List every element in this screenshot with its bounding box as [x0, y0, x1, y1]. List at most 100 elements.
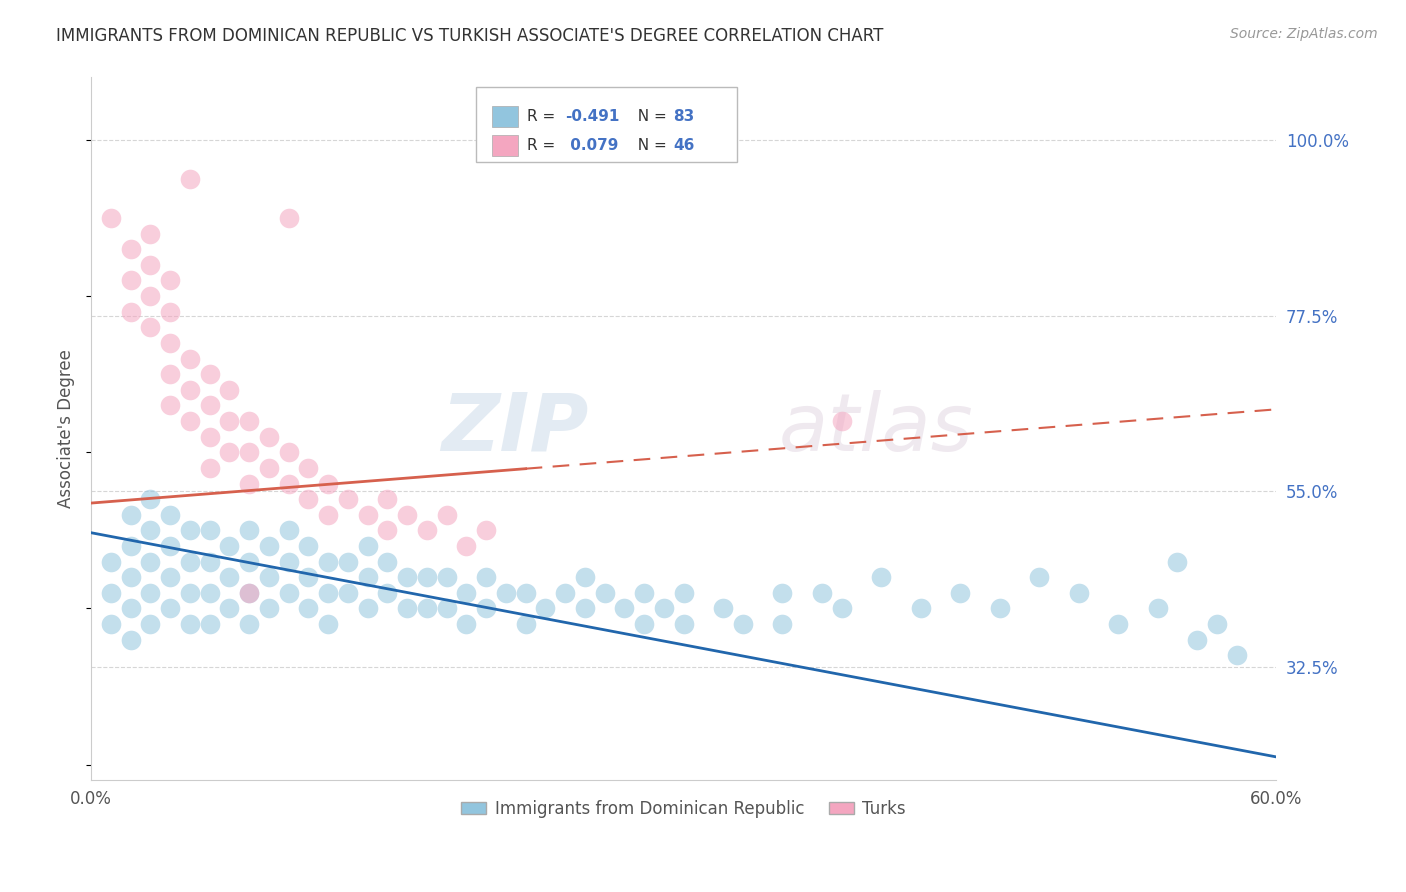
Point: [238, 445, 260, 459]
Point: [139, 289, 162, 303]
Point: [159, 399, 181, 413]
Point: [139, 320, 162, 334]
Point: [277, 445, 299, 459]
Point: [297, 461, 319, 475]
Point: [731, 617, 754, 632]
Point: [198, 555, 221, 569]
Point: [316, 555, 339, 569]
Text: IMMIGRANTS FROM DOMINICAN REPUBLIC VS TURKISH ASSOCIATE'S DEGREE CORRELATION CHA: IMMIGRANTS FROM DOMINICAN REPUBLIC VS TU…: [56, 27, 883, 45]
Text: ZIP: ZIP: [441, 390, 589, 468]
Point: [1205, 617, 1227, 632]
Point: [831, 601, 853, 615]
Point: [297, 601, 319, 615]
Point: [336, 492, 359, 507]
Point: [396, 508, 419, 522]
Text: 83: 83: [673, 109, 695, 124]
Point: [988, 601, 1011, 615]
Point: [416, 601, 439, 615]
Point: [159, 335, 181, 350]
Point: [910, 601, 932, 615]
Point: [198, 617, 221, 632]
Point: [456, 617, 478, 632]
Y-axis label: Associate's Degree: Associate's Degree: [58, 350, 75, 508]
Point: [179, 617, 201, 632]
FancyBboxPatch shape: [492, 105, 517, 127]
Point: [139, 492, 162, 507]
Point: [179, 414, 201, 428]
Point: [1146, 601, 1168, 615]
Point: [238, 524, 260, 538]
Point: [770, 617, 793, 632]
Point: [139, 617, 162, 632]
Point: [179, 351, 201, 366]
Point: [1067, 586, 1090, 600]
Point: [297, 492, 319, 507]
Text: R =: R =: [527, 109, 561, 124]
Point: [238, 586, 260, 600]
Point: [336, 586, 359, 600]
Point: [139, 258, 162, 272]
Point: [120, 273, 142, 287]
Point: [120, 570, 142, 584]
Point: [1028, 570, 1050, 584]
Point: [870, 570, 893, 584]
Point: [257, 539, 280, 553]
Point: [198, 430, 221, 444]
Point: [574, 601, 596, 615]
Point: [277, 211, 299, 225]
Point: [218, 539, 240, 553]
Point: [100, 211, 122, 225]
Point: [316, 508, 339, 522]
Point: [949, 586, 972, 600]
Point: [120, 242, 142, 256]
Point: [515, 617, 537, 632]
Point: [436, 601, 458, 615]
Point: [436, 570, 458, 584]
Point: [316, 617, 339, 632]
Text: N =: N =: [628, 109, 672, 124]
Point: [377, 555, 399, 569]
Point: [336, 555, 359, 569]
Point: [1185, 632, 1208, 647]
Point: [198, 399, 221, 413]
Point: [574, 570, 596, 584]
Point: [396, 601, 419, 615]
Point: [316, 586, 339, 600]
Point: [100, 555, 122, 569]
Point: [238, 617, 260, 632]
Point: [120, 304, 142, 318]
Point: [593, 586, 616, 600]
Point: [316, 476, 339, 491]
Point: [672, 617, 695, 632]
Point: [179, 555, 201, 569]
Point: [277, 524, 299, 538]
Point: [356, 601, 378, 615]
Point: [159, 539, 181, 553]
Point: [179, 172, 201, 186]
Point: [120, 632, 142, 647]
Point: [238, 555, 260, 569]
Point: [100, 617, 122, 632]
FancyBboxPatch shape: [492, 135, 517, 156]
Point: [159, 273, 181, 287]
Point: [139, 555, 162, 569]
Point: [257, 601, 280, 615]
Point: [356, 570, 378, 584]
Point: [159, 570, 181, 584]
Point: [1166, 555, 1188, 569]
FancyBboxPatch shape: [477, 87, 737, 161]
Point: [1107, 617, 1129, 632]
Point: [672, 586, 695, 600]
Text: atlas: atlas: [779, 390, 973, 468]
Text: 46: 46: [673, 138, 695, 153]
Point: [100, 586, 122, 600]
Point: [159, 304, 181, 318]
Text: Source: ZipAtlas.com: Source: ZipAtlas.com: [1230, 27, 1378, 41]
Point: [218, 601, 240, 615]
Point: [711, 601, 734, 615]
Legend: Immigrants from Dominican Republic, Turks: Immigrants from Dominican Republic, Turk…: [454, 793, 912, 825]
Point: [456, 586, 478, 600]
Point: [456, 539, 478, 553]
Point: [277, 586, 299, 600]
Point: [416, 570, 439, 584]
